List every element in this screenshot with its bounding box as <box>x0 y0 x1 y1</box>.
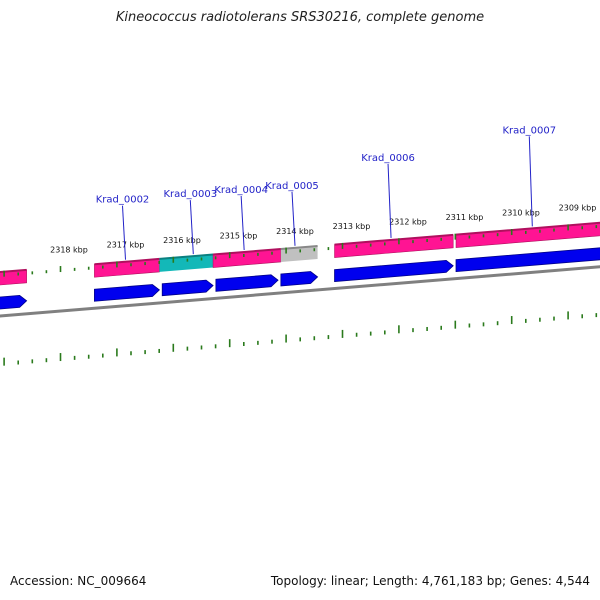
tick-label: 2314 kbp <box>276 227 314 236</box>
feature-edge <box>212 247 281 256</box>
feature-edge <box>159 253 214 260</box>
gene-label[interactable]: Krad_0002 <box>96 195 150 206</box>
tick-label: 2313 kbp <box>333 222 371 231</box>
gene-arrow[interactable] <box>334 260 454 283</box>
reverse-feature-track <box>0 247 600 311</box>
gene-label[interactable]: Krad_0005 <box>265 181 319 192</box>
gene-arrow[interactable] <box>280 271 319 287</box>
tick-label: 2311 kbp <box>446 213 484 222</box>
feature-edge <box>0 268 27 274</box>
gene-arrow[interactable] <box>215 274 279 292</box>
tick-label: 2317 kbp <box>107 241 145 250</box>
feature-edge <box>334 233 454 246</box>
feature-edge <box>280 244 318 250</box>
gene-leader-line <box>189 200 194 255</box>
accession-text: Accession: NC_009664 <box>10 574 147 588</box>
kbp-tick-labels: 2318 kbp 2317 kbp 2316 kbp 2315 kbp 2314 kbp… <box>50 204 596 255</box>
forward-feature-track <box>0 221 600 286</box>
tick-label: 2312 kbp <box>389 218 427 227</box>
feature-edge <box>94 257 160 266</box>
gene-leader-line <box>387 163 392 238</box>
feature-block[interactable] <box>280 245 318 262</box>
genome-title: Kineococcus radiotolerans SRS30216, comp… <box>115 10 485 25</box>
gene-leader-line <box>528 136 533 227</box>
gene-arrow[interactable] <box>94 284 161 302</box>
gene-label[interactable]: Krad_0004 <box>214 185 268 196</box>
tick-label: 2309 kbp <box>559 204 597 213</box>
topology-text: Topology: linear; Length: 4,761,183 bp; … <box>270 574 590 588</box>
tick-label: 2310 kbp <box>502 208 540 217</box>
gene-leader-line <box>240 195 245 251</box>
gene-leader-line <box>122 205 126 260</box>
gene-label[interactable]: Krad_0006 <box>361 153 415 164</box>
feature-edge <box>455 221 600 236</box>
tick-label: 2315 kbp <box>220 231 258 240</box>
gene-label[interactable]: Krad_0007 <box>503 125 557 136</box>
gene-label[interactable]: Krad_0003 <box>164 189 218 200</box>
gene-arrow[interactable] <box>455 247 600 273</box>
tick-label: 2316 kbp <box>163 236 201 245</box>
tick-label: 2318 kbp <box>50 245 88 254</box>
gene-arrow[interactable] <box>161 279 214 297</box>
upper-tick-track <box>3 224 598 277</box>
backbone <box>0 265 600 318</box>
lower-tick-track <box>3 311 598 366</box>
gene-leader-line <box>291 191 296 246</box>
gene-arrow[interactable] <box>0 294 28 311</box>
feature-block[interactable] <box>334 234 454 258</box>
